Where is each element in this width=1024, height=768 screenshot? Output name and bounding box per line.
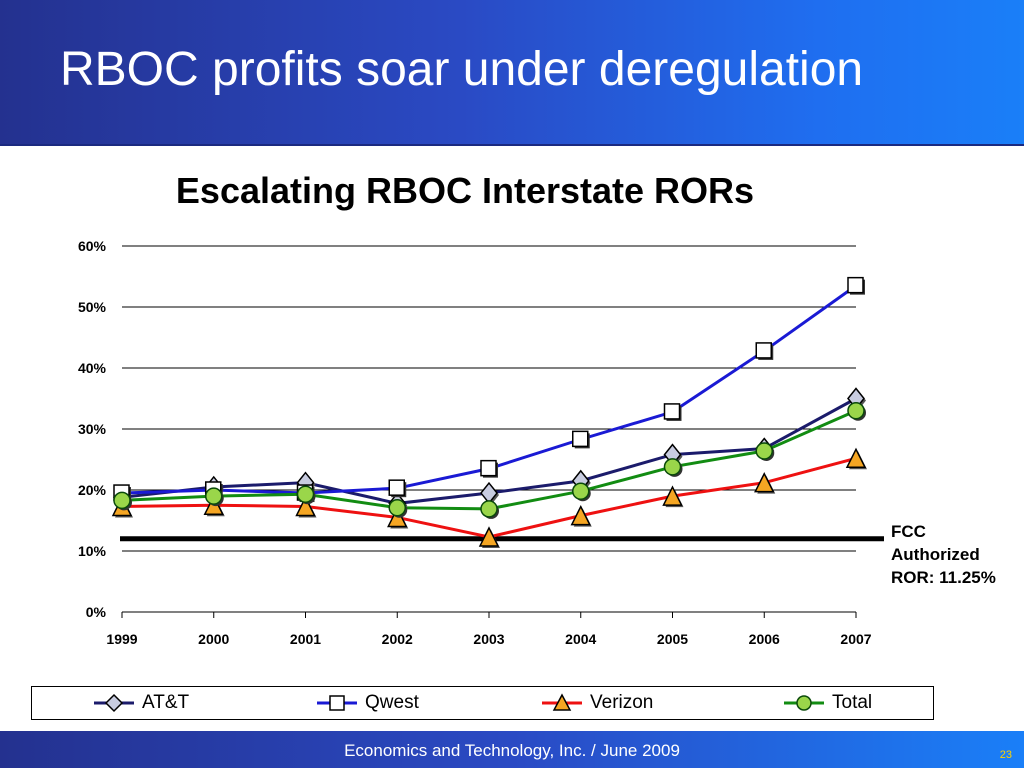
footer-text: Economics and Technology, Inc. / June 20…: [344, 741, 680, 760]
data-point-total: [847, 401, 865, 420]
data-point-verizon: [754, 472, 775, 493]
x-tick-label: 2007: [840, 631, 871, 647]
data-point-verizon: [478, 526, 500, 547]
line-chart: 0% 10% 20% 30% 40% 50% 60% 1999 2000 2001 2002 2003…: [78, 238, 884, 647]
data-point-qwest: [388, 479, 405, 496]
data-point-verizon: [845, 447, 867, 469]
x-tick-label: 2000: [198, 631, 229, 647]
title-bar: [0, 0, 1024, 144]
fcc-annotation-line2: Authorized: [891, 545, 980, 564]
legend-label-total: Total: [832, 692, 873, 713]
data-point-total: [663, 458, 682, 476]
legend-item-qwest: Qwest: [315, 689, 419, 717]
y-tick-label: 50%: [78, 299, 107, 315]
fcc-annotation-line1: FCC: [891, 522, 926, 541]
x-tick-label: 2003: [473, 631, 504, 647]
data-point-qwest: [572, 430, 589, 448]
legend-swatch-att: [94, 693, 134, 713]
legend-label-att: AT&T: [142, 692, 190, 713]
y-tick-label: 20%: [78, 482, 107, 498]
x-tick-label: 2001: [290, 631, 321, 647]
fcc-annotation-line3: ROR: 11.25%: [891, 568, 996, 587]
data-point-total: [388, 498, 406, 517]
footer-bar: Economics and Technology, Inc. / June 20…: [0, 731, 1024, 768]
legend-item-verizon: Verizon: [540, 689, 653, 717]
legend-swatch-total: [784, 695, 824, 711]
x-tick-label: 2005: [657, 631, 688, 647]
data-point-qwest: [663, 403, 681, 420]
data-point-total: [113, 491, 131, 510]
y-tick-label: 60%: [78, 238, 107, 254]
chart-legend: AT&T Qwest Verizon Total: [31, 686, 934, 720]
legend-label-verizon: Verizon: [590, 692, 654, 713]
y-tick-label: 40%: [78, 360, 107, 376]
x-tick-label: 2006: [749, 631, 780, 647]
chart-title: Escalating RBOC Interstate RORs: [175, 170, 755, 211]
data-point-verizon: [387, 506, 408, 528]
data-point-verizon: [570, 504, 591, 526]
legend-item-total: Total: [782, 689, 872, 717]
data-point-verizon: [662, 485, 683, 506]
data-point-qwest: [480, 459, 497, 477]
page-number: 23: [999, 749, 1012, 761]
x-tick-label: 2002: [382, 631, 413, 647]
data-point-total: [205, 487, 223, 505]
legend-swatch-qwest: [317, 695, 357, 711]
slide-title: RBOC profits soar under deregulation: [60, 43, 864, 96]
data-point-total: [755, 442, 773, 460]
legend-swatch-verizon: [542, 693, 582, 711]
x-tick-label: 1999: [106, 631, 137, 647]
y-tick-label: 10%: [78, 543, 107, 559]
y-tick-label: 0%: [86, 604, 107, 620]
data-point-total: [572, 482, 590, 500]
legend-label-qwest: Qwest: [365, 692, 419, 713]
legend-item-att: AT&T: [92, 689, 189, 717]
fcc-annotation: FCC Authorized ROR: 11.25%: [891, 520, 996, 589]
x-tick-label: 2004: [565, 631, 596, 647]
data-point-verizon: [295, 495, 316, 517]
data-point-total: [296, 485, 315, 504]
data-point-total: [480, 500, 498, 518]
data-point-qwest: [755, 342, 772, 359]
y-tick-label: 30%: [78, 421, 107, 437]
data-point-qwest: [847, 276, 864, 294]
title-bar-divider: [0, 144, 1024, 146]
